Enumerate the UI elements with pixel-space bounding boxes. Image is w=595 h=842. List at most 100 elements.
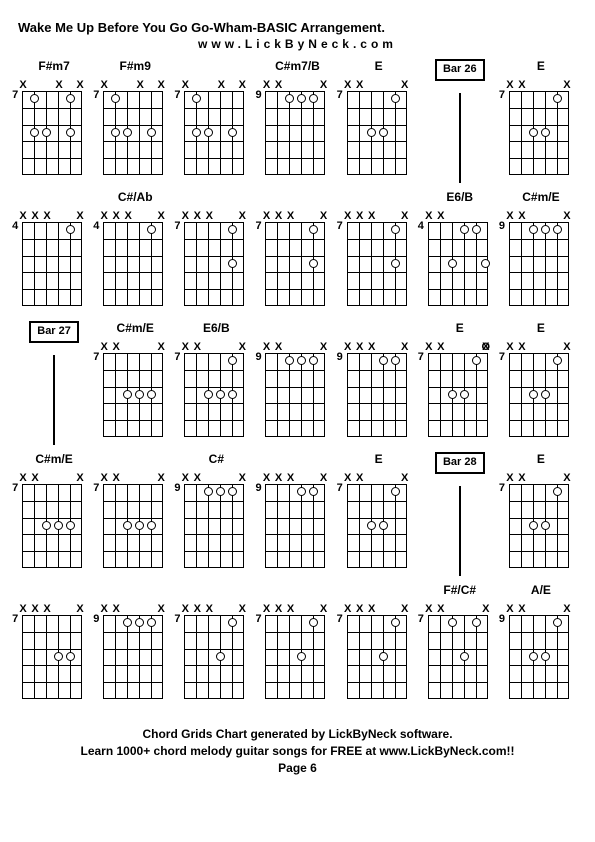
mute-mark: X — [99, 341, 109, 353]
mute-mark: X — [111, 210, 121, 222]
fretboard — [347, 615, 407, 699]
chord-diagram: 9XXX — [102, 601, 168, 701]
chord-diagram: 4XXXX — [102, 208, 168, 308]
finger-dot — [379, 128, 388, 137]
string-mute-row: XXXX — [102, 210, 168, 222]
mute-mark: X — [237, 210, 247, 222]
string-mute-row: XXX — [183, 341, 249, 353]
chord-cell: F#m77XXX — [18, 59, 90, 184]
chord-cell: E7XXX — [505, 321, 577, 446]
chord-cell: E7XXX — [343, 59, 415, 184]
mute-mark: X — [355, 79, 365, 91]
mute-mark: X — [273, 472, 283, 484]
string-mute-row: XXXX — [346, 341, 412, 353]
mute-mark: X — [343, 341, 353, 353]
bar-line — [53, 355, 55, 445]
chord-diagram: 7XXXX — [346, 601, 412, 701]
string-mute-row: XXX — [508, 210, 574, 222]
mute-mark: X — [111, 341, 121, 353]
string-mute-row: XXXX — [21, 210, 87, 222]
chord-diagram: 7XXXX — [183, 601, 249, 701]
chord-label — [377, 583, 380, 599]
mute-mark: X — [505, 472, 515, 484]
chord-cell: E7XXX — [505, 452, 577, 577]
string-mute-row: XXXX — [21, 603, 87, 615]
mute-mark: X — [261, 210, 271, 222]
mute-mark: X — [400, 603, 410, 615]
mute-mark: X — [505, 603, 515, 615]
mute-mark: X — [30, 603, 40, 615]
chord-diagram: 9XXX — [508, 208, 574, 308]
mute-mark: X — [424, 210, 434, 222]
chord-cell: 9XXXX — [343, 321, 415, 446]
chord-label: C#m/E — [35, 452, 72, 468]
mute-mark: X — [261, 472, 271, 484]
chord-label — [377, 321, 380, 337]
chord-cell: 7XXXX — [343, 583, 415, 708]
chord-cell: 7XXXX — [261, 583, 333, 708]
mute-mark: X — [75, 79, 85, 91]
finger-dot — [391, 487, 400, 496]
chord-cell: 7XXXX — [261, 190, 333, 315]
mute-mark: X — [285, 210, 295, 222]
mute-mark: X — [204, 603, 214, 615]
string-mute-row: XX — [427, 210, 493, 222]
footer-line-2: Learn 1000+ chord melody guitar songs fo… — [18, 743, 577, 760]
mute-mark: X — [216, 79, 226, 91]
string-mute-row: XXX — [264, 341, 330, 353]
mute-mark: X — [318, 472, 328, 484]
mute-mark: X — [123, 210, 133, 222]
string-mute-row: XXXX — [183, 210, 249, 222]
mute-mark: X — [318, 603, 328, 615]
mute-mark: X — [99, 472, 109, 484]
mute-mark: X — [156, 341, 166, 353]
finger-dot — [448, 390, 457, 399]
string-mute-row: XXX — [346, 79, 412, 91]
mute-mark: X — [180, 472, 190, 484]
chord-cell: F#m97XXX — [99, 59, 171, 184]
fretboard — [347, 353, 407, 437]
string-mute-row: XXXO — [427, 341, 493, 353]
finger-dot — [66, 128, 75, 137]
string-mute-row: XXXX — [264, 210, 330, 222]
string-mute-row: XXX — [102, 472, 168, 484]
chord-label — [296, 190, 299, 206]
fretboard — [103, 615, 163, 699]
mute-mark: X — [30, 210, 40, 222]
mute-mark: X — [517, 603, 527, 615]
fretboard — [509, 484, 569, 568]
finger-dot — [42, 128, 51, 137]
mute-mark: X — [285, 472, 295, 484]
finger-dot — [460, 652, 469, 661]
mute-mark: X — [42, 210, 52, 222]
mute-mark: X — [261, 79, 271, 91]
chord-label: F#m7 — [38, 59, 69, 75]
chord-diagram: 9XXXX — [346, 339, 412, 439]
mute-mark: X — [436, 210, 446, 222]
mute-mark: X — [75, 210, 85, 222]
chord-label: E6/B — [446, 190, 473, 206]
chord-diagram: 7XXX — [508, 470, 574, 570]
mute-mark: X — [343, 210, 353, 222]
fretboard — [265, 91, 325, 175]
mute-mark: X — [261, 341, 271, 353]
chord-diagram: 7XXX — [508, 77, 574, 177]
chord-label — [215, 59, 218, 75]
string-mute-row: XXXX — [264, 603, 330, 615]
mute-mark: X — [505, 341, 515, 353]
bar-label: Bar 27 — [29, 321, 79, 343]
mute-mark: X — [192, 472, 202, 484]
string-mute-row: XXX — [102, 79, 168, 91]
chord-label: E6/B — [203, 321, 230, 337]
chord-label — [215, 190, 218, 206]
mute-mark: X — [111, 472, 121, 484]
fretboard — [22, 222, 82, 306]
mute-mark: X — [135, 79, 145, 91]
chord-diagram: 7XXXX — [346, 208, 412, 308]
chord-cell: 7XXXX — [180, 583, 252, 708]
finger-dot — [391, 618, 400, 627]
finger-dot — [448, 259, 457, 268]
chord-label: E — [375, 59, 383, 75]
mute-mark: X — [367, 603, 377, 615]
chord-label: C# — [209, 452, 224, 468]
